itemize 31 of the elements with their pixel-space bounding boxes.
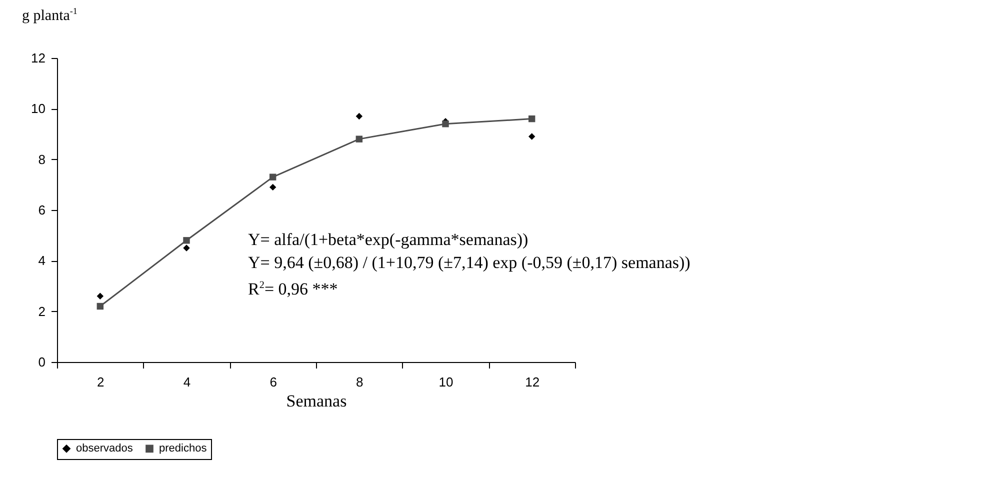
y-tick-label: 2 <box>38 304 46 319</box>
y-tick-label: 4 <box>38 253 46 268</box>
point <box>528 115 536 122</box>
point <box>96 292 104 300</box>
point <box>356 112 363 120</box>
y-tick-label: 12 <box>31 50 46 66</box>
y-tick-label: 0 <box>38 354 46 370</box>
y-axis-title: g planta$^{-1}$ <box>22 6 78 25</box>
legend-label: predichos <box>159 442 208 455</box>
y-tick-label: 6 <box>38 202 46 218</box>
x-tick-label: 10 <box>438 374 454 390</box>
x-tick-label: 6 <box>270 374 277 390</box>
annotation: Y= 9,64 (±0,68) / (1+10,79 (±7,14) exp (-0,59 (±0,17) semanas)) <box>248 252 690 274</box>
annotation: R$^{2}$= 0,96 *** <box>248 278 339 301</box>
point <box>269 184 276 191</box>
x-tick-label: 12 <box>525 374 540 390</box>
x-axis-title: Semanas <box>286 392 347 410</box>
point <box>269 174 276 180</box>
point <box>356 136 363 142</box>
point <box>528 133 536 140</box>
x-tick-label: 4 <box>183 374 191 390</box>
point <box>96 302 104 310</box>
point <box>183 244 190 252</box>
legend-label: observados <box>76 442 134 455</box>
point <box>183 237 190 244</box>
point <box>442 120 449 128</box>
y-tick-label: 8 <box>38 152 46 167</box>
x-tick-label: 8 <box>356 374 364 390</box>
x-tick-label: 2 <box>97 374 104 390</box>
annotation: Y= alfa/(1+beta*exp(-gamma*semanas)) <box>248 229 530 251</box>
y-tick-label: 10 <box>31 101 46 116</box>
